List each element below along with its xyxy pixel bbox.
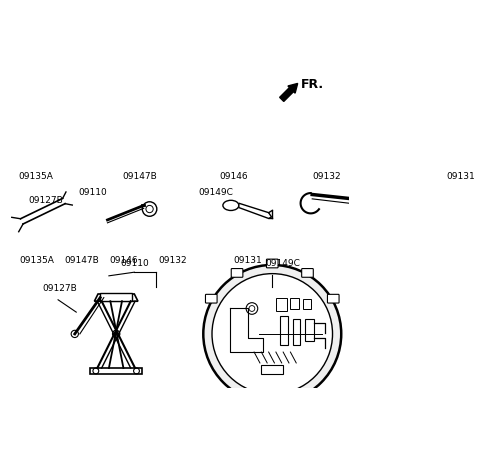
Polygon shape [95,294,138,301]
Bar [290,297,299,309]
Polygon shape [90,368,142,374]
Text: 09110: 09110 [120,259,149,268]
Bar [279,316,288,345]
Circle shape [204,265,341,403]
FancyBboxPatch shape [231,269,243,277]
FancyBboxPatch shape [266,259,278,268]
Text: 09146: 09146 [110,256,138,265]
Text: 09110: 09110 [78,188,107,197]
Bar [305,320,313,341]
Bar [276,297,287,310]
Text: 09147B: 09147B [122,172,157,181]
Circle shape [212,274,333,394]
FancyArrow shape [280,83,298,101]
Bar [293,320,300,345]
Text: FR.: FR. [301,77,324,90]
Text: 09147B: 09147B [64,256,99,265]
Bar [100,292,132,301]
Text: 09149C: 09149C [265,259,300,268]
Text: 09131: 09131 [446,172,475,181]
FancyBboxPatch shape [327,294,339,303]
Text: 09135A: 09135A [19,256,54,265]
Polygon shape [380,202,387,209]
Text: 09132: 09132 [158,256,187,265]
Text: 09135A: 09135A [18,172,53,181]
Text: 09127B: 09127B [42,284,77,292]
Text: 09131: 09131 [233,256,262,265]
Text: 09146: 09146 [219,172,248,181]
Circle shape [71,330,78,338]
FancyBboxPatch shape [301,269,313,277]
Text: 09132: 09132 [312,172,341,181]
Text: 09127B: 09127B [28,196,62,205]
Polygon shape [239,203,272,218]
Ellipse shape [223,200,239,211]
Bar [262,365,283,374]
Circle shape [112,330,120,338]
FancyBboxPatch shape [205,294,217,303]
Text: 09149C: 09149C [199,188,233,197]
Bar [303,299,312,309]
